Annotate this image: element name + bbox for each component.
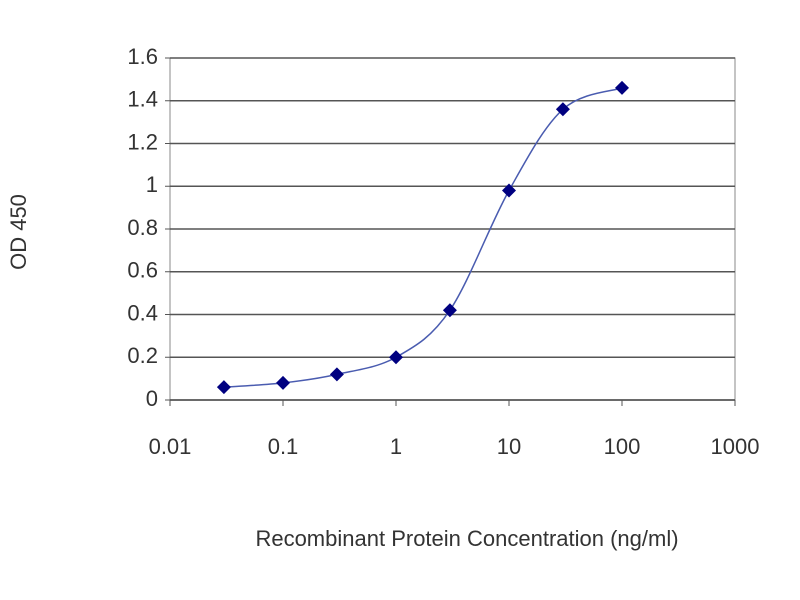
y-tick-label: 1.2 xyxy=(127,129,158,154)
marker xyxy=(502,183,516,198)
y-tick-label: 1.6 xyxy=(127,44,158,69)
marker xyxy=(329,367,344,382)
x-tick-label: 0.1 xyxy=(268,434,299,459)
marker xyxy=(276,375,290,390)
y-tick-label: 0.4 xyxy=(127,300,158,325)
series-line xyxy=(223,87,623,388)
y-tick-label: 0.8 xyxy=(127,215,158,240)
marker xyxy=(615,80,629,95)
y-tick-label: 1 xyxy=(146,172,158,197)
marker xyxy=(442,303,457,318)
y-tick-label: 0.2 xyxy=(127,343,158,368)
x-axis-label: Recombinant Protein Concentration (ng/ml… xyxy=(255,526,678,551)
y-axis-label: OD 450 xyxy=(6,194,31,270)
y-tick-label: 0 xyxy=(146,386,158,411)
y-tick-label: 1.4 xyxy=(127,87,158,112)
x-tick-label: 1 xyxy=(390,434,402,459)
marker xyxy=(389,350,403,365)
x-tick-label: 100 xyxy=(604,434,641,459)
x-tick-label: 0.01 xyxy=(149,434,192,459)
y-tick-label: 0.6 xyxy=(127,258,158,283)
marker xyxy=(555,102,570,117)
x-tick-label: 1000 xyxy=(711,434,760,459)
marker xyxy=(216,380,231,395)
x-tick-label: 10 xyxy=(497,434,521,459)
